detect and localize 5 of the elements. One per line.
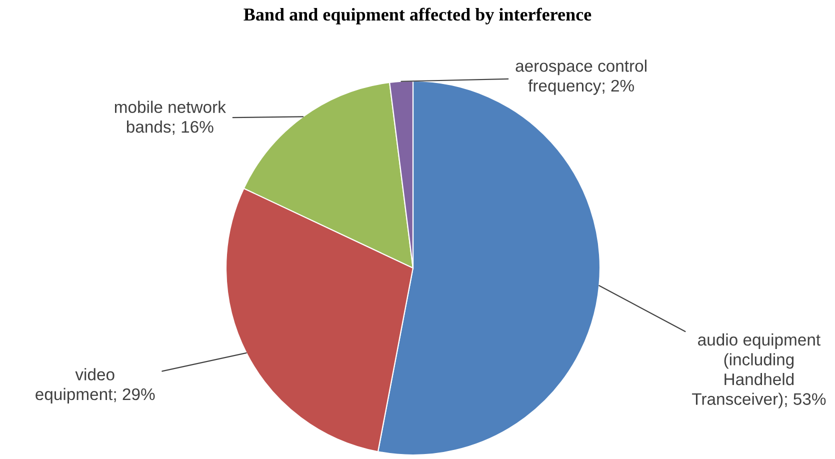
chart-title: Band and equipment affected by interference: [244, 8, 592, 24]
slice-label: audio equipment (including Handheld Transceiver); 53%: [692, 333, 826, 408]
slice-label: video equipment; 29%: [36, 368, 155, 404]
slice-label: mobile network bands; 16%: [114, 100, 226, 135]
slice-label: aerospace control frequency; 2%: [516, 60, 646, 95]
